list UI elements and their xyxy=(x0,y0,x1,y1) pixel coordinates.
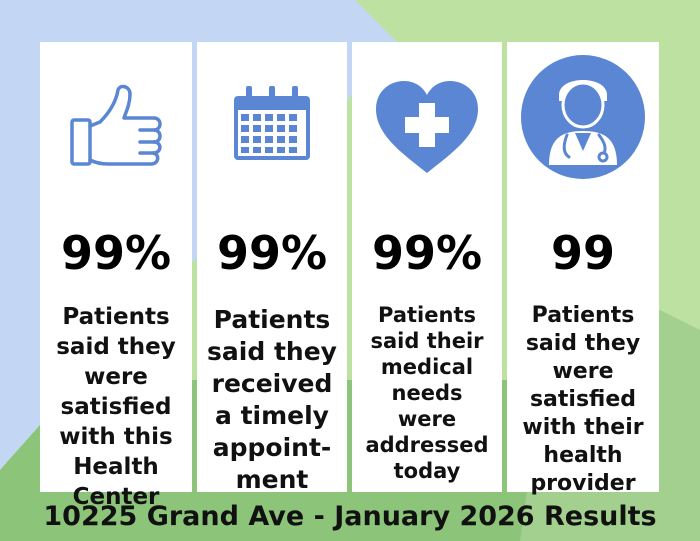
stat-description: Patients said they were satisfied with t… xyxy=(56,304,176,510)
stat-description: Patients said they received a timely app… xyxy=(207,305,337,494)
stat-description: Patients said they were satisfied with t… xyxy=(522,303,644,496)
footer-caption: 10225 Grand Ave - January 2026 Results xyxy=(43,501,657,532)
stat-value: 99% xyxy=(371,226,483,280)
stat-card-timely-appointment: 99% Patients said they received a timely… xyxy=(197,42,347,494)
calendar-icon xyxy=(197,72,347,182)
stat-card-satisfied-center: 99% Patients said they were satisfied wi… xyxy=(40,42,192,510)
stat-card-medical-needs: 99% Patients said their medical needs we… xyxy=(352,42,502,492)
stat-value: 99% xyxy=(60,226,172,280)
stat-value: 99 xyxy=(550,226,615,280)
doctor-icon xyxy=(507,52,659,182)
heart-cross-icon xyxy=(352,72,502,182)
stat-card-satisfied-provider: 99 Patients said they were satisfied wit… xyxy=(507,42,659,496)
stat-value: 99% xyxy=(216,226,328,280)
thumbs-up-icon xyxy=(40,72,192,182)
stat-description: Patients said their medical needs were a… xyxy=(365,303,489,483)
